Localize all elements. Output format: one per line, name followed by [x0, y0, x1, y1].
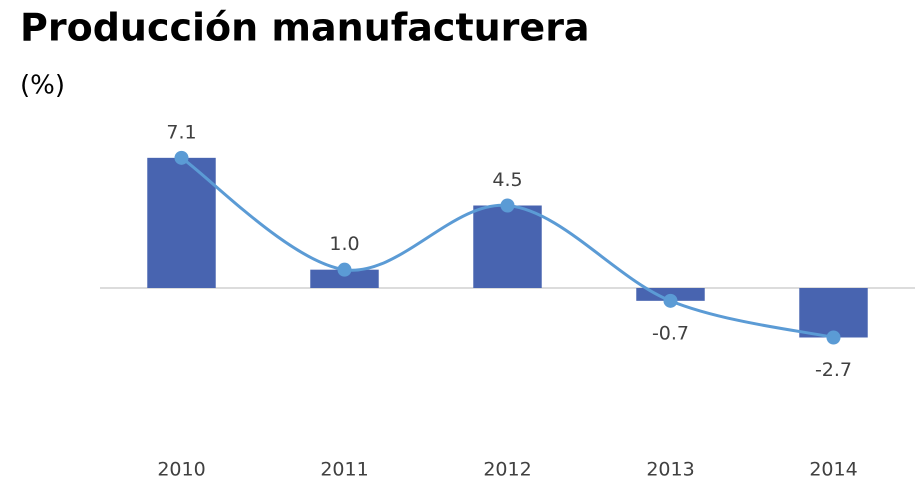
bar	[147, 157, 216, 288]
data-label: -2.7	[815, 359, 852, 381]
point	[826, 330, 841, 345]
x-tick-label: 2010	[157, 459, 205, 481]
point	[663, 293, 678, 308]
chart-title: Producción manufacturera	[20, 6, 590, 50]
data-label: 1.0	[329, 233, 359, 255]
bar	[310, 269, 379, 288]
point	[500, 198, 515, 213]
data-label: 7.1	[166, 121, 196, 143]
x-tick-label: 2011	[320, 459, 368, 481]
bar	[473, 205, 542, 288]
chart-subtitle: (%)	[20, 71, 65, 101]
x-tick-label: 2012	[483, 459, 531, 481]
data-label: 4.5	[492, 169, 522, 191]
point	[337, 262, 352, 277]
point	[174, 150, 189, 165]
bar	[799, 288, 868, 338]
data-label: -0.7	[652, 322, 689, 344]
x-tick-label: 2013	[646, 459, 694, 481]
x-tick-label: 2014	[809, 459, 857, 481]
